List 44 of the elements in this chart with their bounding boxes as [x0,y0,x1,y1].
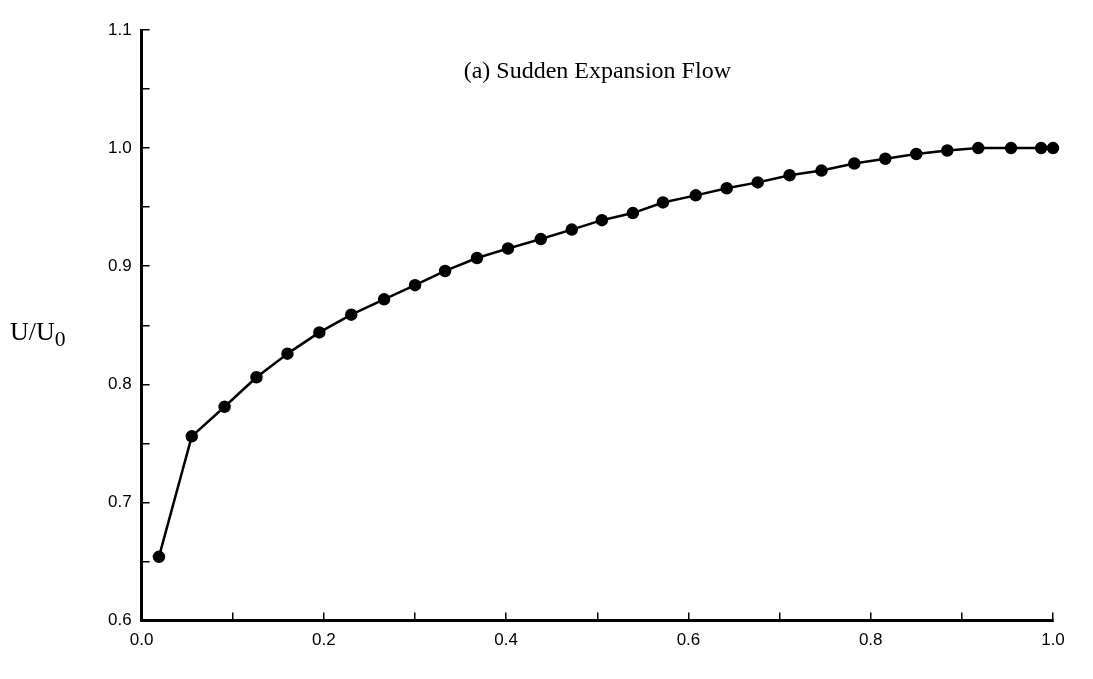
point [501,242,515,255]
x-tick-label: 0.4 [494,630,518,650]
x-tick-label: 0.0 [129,630,154,650]
y-tick-label: 1.0 [107,137,132,157]
x-tick-label: 0.2 [312,630,336,650]
point [438,264,452,278]
point [345,308,358,321]
y-tick-label: 0.7 [107,492,132,512]
y-tick-label: 1.1 [107,19,132,39]
point [720,182,733,195]
y-axis-title: U/U$_{0}$ [10,317,66,353]
y-tick-label: 0.8 [107,374,132,394]
x-tick-label: 1.0 [1041,630,1065,650]
point [910,147,923,161]
point [565,223,579,236]
point [595,213,609,227]
point [470,251,484,265]
y-tick-label: 0.9 [107,255,132,275]
point [281,347,294,360]
point [152,550,166,564]
point [313,326,326,339]
point [656,196,670,209]
point [783,169,796,182]
point [1004,141,1018,155]
point [1046,141,1060,155]
point [408,278,422,292]
point [941,144,954,157]
point [218,400,231,414]
point [1034,141,1048,155]
point [185,430,199,443]
text: (a) Sudden Expansion Flow [463,57,732,84]
point [377,293,391,306]
point [848,157,861,170]
point [626,206,640,220]
point [534,232,548,246]
x-tick-label: 0.8 [858,630,883,650]
x-tick-label: 0.6 [676,630,701,650]
point [250,371,263,384]
point [815,164,828,177]
point [689,189,702,202]
point [879,152,892,165]
y-tick-label: 0.6 [107,610,132,630]
point [751,176,764,189]
point [972,141,985,155]
